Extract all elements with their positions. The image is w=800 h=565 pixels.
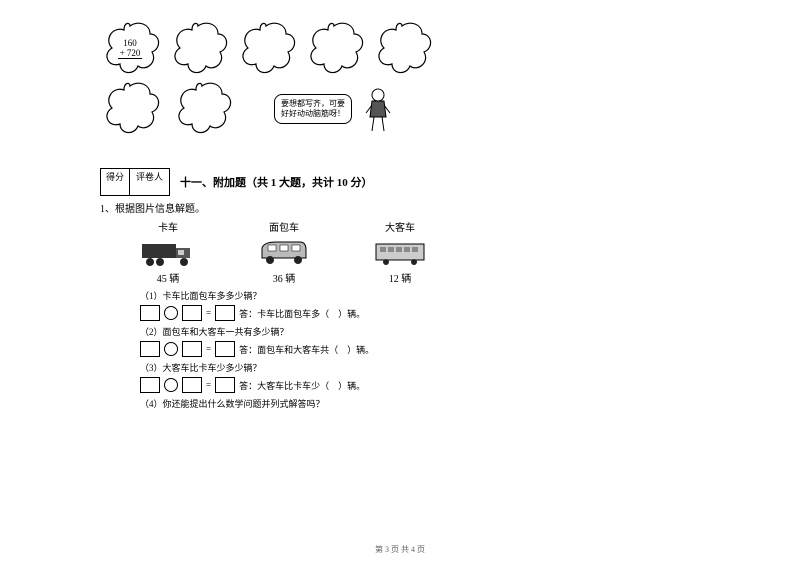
eq2-op[interactable] xyxy=(164,342,178,356)
van-label: 面包车 xyxy=(269,219,299,234)
page-footer: 第 3 页 共 4 页 xyxy=(0,544,800,555)
score-table: 得分 评卷人 十一、附加题（共 1 大题，共计 10 分） xyxy=(100,168,700,196)
vehicle-bus: 大客车 12 辆 xyxy=(372,219,428,285)
eq2-box2[interactable] xyxy=(182,341,202,357)
flower-row-1: 160 + 720 xyxy=(100,20,700,78)
van-icon xyxy=(256,236,312,268)
eq1-equals: = xyxy=(206,308,211,318)
eq-line-1: = 答：卡车比面包车多（ ）辆。 xyxy=(140,305,700,321)
flower-1-content: 160 + 720 xyxy=(118,39,143,60)
truck-label: 卡车 xyxy=(158,219,178,234)
bus-icon xyxy=(372,236,428,268)
van-count: 36 辆 xyxy=(273,270,296,285)
vehicle-van: 面包车 36 辆 xyxy=(256,219,312,285)
bus-label: 大客车 xyxy=(385,219,415,234)
q1-prompt: 1、根据图片信息解题。 xyxy=(100,200,700,215)
truck-icon xyxy=(140,236,196,268)
sub-q4: （4）你还能提出什么数学问题并列式解答吗？ xyxy=(140,397,700,410)
eq2-box3[interactable] xyxy=(215,341,235,357)
eq1-answer: 答：卡车比面包车多（ ）辆。 xyxy=(239,307,365,320)
eq3-answer: 答：大客车比卡车少（ ）辆。 xyxy=(239,379,365,392)
truck-count: 45 辆 xyxy=(157,270,180,285)
eq1-op[interactable] xyxy=(164,306,178,320)
sub-q2: （2）面包车和大客车一共有多少辆？ xyxy=(140,325,700,338)
flower-row-2: 要想都写齐，可要 好好动动脑筋呀！ xyxy=(100,80,700,138)
score-cell-2: 评卷人 xyxy=(130,168,170,196)
eq2-box1[interactable] xyxy=(140,341,160,357)
speech-line-2: 好好动动脑筋呀！ xyxy=(281,109,345,119)
eq3-box2[interactable] xyxy=(182,377,202,393)
eq1-box3[interactable] xyxy=(215,305,235,321)
sub-q3: （3）大客车比卡车少多少辆？ xyxy=(140,361,700,374)
vehicle-truck: 卡车 45 辆 xyxy=(140,219,196,285)
flower-2 xyxy=(168,20,228,78)
score-cell-1: 得分 xyxy=(100,168,130,196)
eq1-box1[interactable] xyxy=(140,305,160,321)
flower-1-bottom: + 720 xyxy=(118,49,143,60)
eq3-box3[interactable] xyxy=(215,377,235,393)
eq3-equals: = xyxy=(206,380,211,390)
eq1-box2[interactable] xyxy=(182,305,202,321)
speech-line-1: 要想都写齐，可要 xyxy=(281,99,345,109)
eq2-equals: = xyxy=(206,344,211,354)
flower-7 xyxy=(172,80,232,138)
speech-bubble: 要想都写齐，可要 好好动动脑筋呀！ xyxy=(274,94,352,123)
eq2-answer: 答：面包车和大客车共（ ）辆。 xyxy=(239,343,374,356)
flower-5 xyxy=(372,20,432,78)
eq-line-2: = 答：面包车和大客车共（ ）辆。 xyxy=(140,341,700,357)
person-icon xyxy=(364,87,392,132)
flower-1: 160 + 720 xyxy=(100,20,160,78)
vehicles-row: 卡车 45 辆 面包车 xyxy=(140,219,700,285)
sub-q1: （1）卡车比面包车多多少辆？ xyxy=(140,289,700,302)
eq3-op[interactable] xyxy=(164,378,178,392)
eq-line-3: = 答：大客车比卡车少（ ）辆。 xyxy=(140,377,700,393)
flower-3 xyxy=(236,20,296,78)
flower-4 xyxy=(304,20,364,78)
eq3-box1[interactable] xyxy=(140,377,160,393)
bus-count: 12 辆 xyxy=(389,270,412,285)
section-title: 十一、附加题（共 1 大题，共计 10 分） xyxy=(180,174,373,190)
flower-6 xyxy=(100,80,160,138)
